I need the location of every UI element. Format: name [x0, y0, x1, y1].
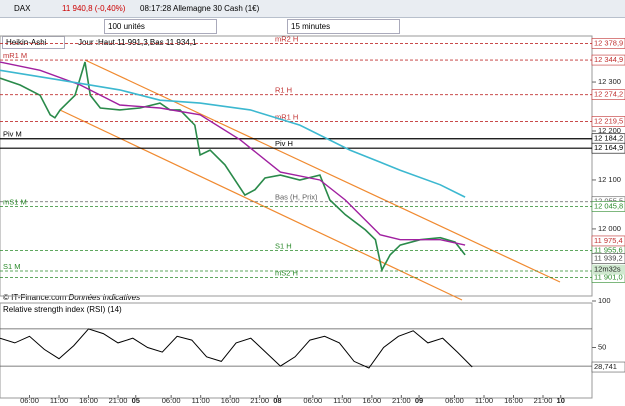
- rsi-tag: [591, 361, 625, 373]
- footer: © IT-Finance.com Données indicatives: [3, 293, 140, 302]
- rsi-title: Relative strength index (RSI) (14): [3, 305, 122, 314]
- price-tag: [591, 196, 625, 208]
- price-tag-label: 12 378,9: [594, 38, 623, 47]
- price-tag-label: 12 274,2: [594, 90, 623, 99]
- channel-top: [84, 59, 561, 283]
- level-name: mS1 M: [3, 197, 27, 206]
- y-tick-label: 12 200: [598, 126, 621, 135]
- series-line: [0, 61, 466, 246]
- x-tick-label: 16:00: [362, 396, 381, 405]
- level-name: Piv H: [275, 139, 293, 148]
- x-tick-label: 06:00: [162, 396, 181, 405]
- x-tick-label: 16:00: [221, 396, 240, 405]
- level-name: Piv M: [3, 130, 22, 139]
- price-tag-label: 12 219,5: [594, 116, 623, 125]
- countdown-tag: [592, 264, 625, 275]
- price-tag-label: 12 055,5: [594, 197, 623, 206]
- x-tick-label: 11:00: [50, 396, 68, 405]
- x-tick-label: 06:00: [303, 396, 322, 405]
- price-tag: [591, 201, 625, 212]
- copyright: © IT-Finance.com: [3, 293, 67, 302]
- x-tick-label: 05: [132, 396, 140, 405]
- current-tag-label: 11 975,4: [594, 236, 623, 245]
- y-tick-label: 12 000: [598, 224, 621, 233]
- rsi-frame: [0, 302, 593, 399]
- x-tick-label: 11:00: [192, 396, 210, 405]
- footer-note: Données indicatives: [68, 293, 141, 302]
- x-tick-label: 06:00: [20, 396, 39, 405]
- y-tick-label: 100: [598, 296, 611, 305]
- level-name: R1 H: [275, 86, 292, 95]
- price-tag: [591, 272, 625, 283]
- style-select[interactable]: Heikin-Ashi: [2, 36, 65, 49]
- price-tag: [591, 89, 625, 100]
- price-tag: [591, 245, 625, 256]
- day-info: Jour :Haut 11 991,3,Bas 11 934,1: [78, 38, 197, 47]
- price-tag: [591, 133, 625, 145]
- instrument: Allemagne 30 Cash (1€): [173, 4, 260, 13]
- x-tick-label: 08: [273, 396, 281, 405]
- series-line: [0, 328, 473, 369]
- price-tag: [591, 116, 625, 127]
- interval-select[interactable]: 15 minutes: [287, 19, 400, 34]
- level-name: mS2 H: [275, 268, 298, 277]
- x-tick-label: 09: [415, 396, 423, 405]
- countdown: 12m32s: [594, 265, 621, 274]
- level-name: mR2 H: [275, 34, 298, 43]
- x-tick-label: 16:00: [79, 396, 98, 405]
- x-tick-label: 21:00: [109, 396, 128, 405]
- price: 11 940,8 (-0,40%): [62, 4, 126, 13]
- price-tag-label: 12 184,2: [594, 134, 623, 143]
- level-name: S1 M: [3, 262, 21, 271]
- price-tag-label: 12 344,9: [594, 55, 623, 64]
- x-tick-label: 10: [557, 396, 565, 405]
- y-tick-label: 50: [598, 342, 606, 351]
- units-select[interactable]: 100 unités: [104, 19, 217, 34]
- plot-frame: [0, 35, 593, 297]
- price-tag-label: 11 955,6: [594, 246, 623, 255]
- x-tick-label: 11:00: [475, 396, 493, 405]
- price-tag-label: 12 164,9: [594, 143, 623, 152]
- level-name: mR1 H: [275, 112, 298, 121]
- x-tick-label: 21:00: [534, 396, 553, 405]
- x-tick-label: 21:00: [392, 396, 411, 405]
- time: 08:17:28: [140, 4, 172, 13]
- symbol: DAX: [14, 4, 31, 13]
- current-tag: [591, 235, 625, 247]
- x-tick-label: 11:00: [333, 396, 351, 405]
- level-name: mR1 M: [3, 51, 27, 60]
- y-tick-label: 12 100: [598, 175, 621, 184]
- price-tag: [591, 54, 625, 66]
- level-name: S1 H: [275, 242, 292, 251]
- current-tag-label: 11 939,2: [594, 254, 623, 263]
- x-tick-label: 21:00: [250, 396, 269, 405]
- level-name: Bas (H, Prix): [275, 193, 318, 202]
- price-tag-label: 11 901,0: [594, 272, 623, 281]
- rsi-last-label: 28,741: [594, 362, 617, 371]
- x-tick-label: 06:00: [445, 396, 464, 405]
- series-line: [0, 61, 466, 273]
- price-tag: [591, 38, 625, 49]
- x-tick-label: 16:00: [504, 396, 523, 405]
- y-tick-label: 12 300: [598, 77, 621, 86]
- price-tag-label: 12 045,8: [594, 201, 623, 210]
- channel-bottom: [59, 109, 463, 301]
- current-tag: [591, 253, 625, 264]
- price-tag: [591, 142, 625, 154]
- series-line: [0, 69, 466, 198]
- toolbar: DAX 11 940,8 (-0,40%) 08:17:28 Allemagne…: [0, 0, 625, 18]
